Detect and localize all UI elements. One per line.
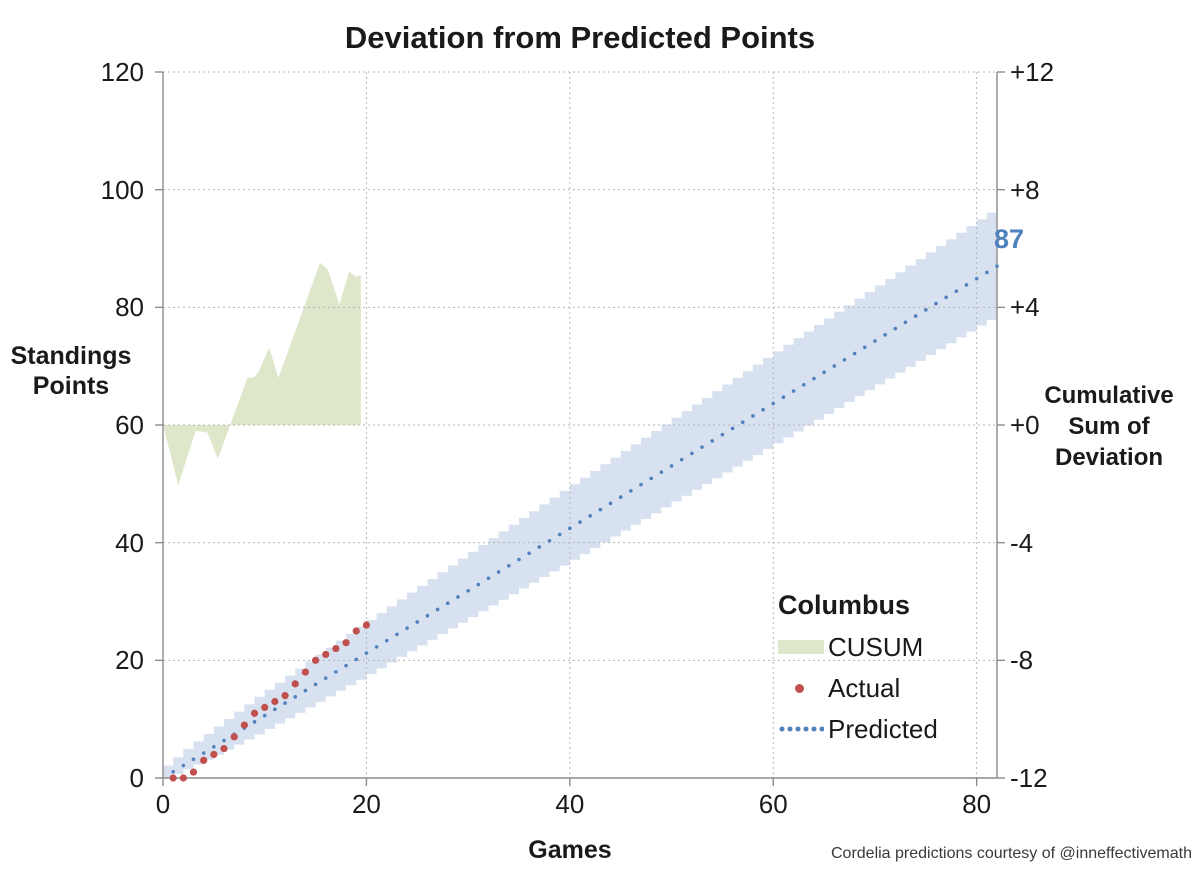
x-tick-label-40: 40 (555, 789, 585, 819)
predicted-dotted-line-swatch-icon (778, 726, 828, 732)
y-left-tick-label-100: 100 (100, 174, 144, 205)
credit-text: Cordelia predictions courtesy of @inneff… (830, 845, 1192, 862)
y-right-tick-label-+8: +8 (1010, 174, 1040, 205)
y-right-tick-label-+0: +0 (1010, 410, 1040, 440)
x-tick-label-0: 0 (155, 789, 171, 819)
y-right-tick-label--8: -8 (1010, 645, 1034, 676)
legend-item-predicted-label: Predicted (828, 713, 938, 744)
gridlines (163, 71, 997, 778)
chart-title: Deviation from Predicted Points (344, 20, 816, 55)
y-right-tick-label-+12: +12 (1010, 57, 1055, 87)
predicted-end-value-label: 87 (994, 224, 1025, 254)
legend-item-actual-label: Actual (828, 672, 901, 703)
y-left-tick-label-60: 60 (115, 410, 144, 440)
y-left-axis-title-line2: Points (32, 372, 110, 400)
legend-item-cusum-label: CUSUM (828, 631, 924, 662)
y-right-axis-title-line3: Deviation (1054, 444, 1164, 471)
legend-title: Columbus (778, 590, 910, 620)
y-left-tick-label-80: 80 (115, 292, 144, 323)
y-left-tick-label-0: 0 (129, 763, 144, 793)
y-right-tick-label-+4: +4 (1010, 292, 1040, 323)
x-tick-label-20: 20 (351, 789, 381, 819)
y-right-axis-title: Cumulative Sum of Deviation (1036, 380, 1182, 473)
y-right-tick-label--12: -12 (1010, 763, 1048, 793)
x-tick-label-80: 80 (962, 789, 992, 819)
y-left-axis-title-line1: Standings (10, 342, 132, 370)
y-left-axis-title: Standings Points (0, 341, 142, 401)
y-left-tick-label-40: 40 (115, 527, 144, 558)
prediction-band-area (163, 212, 997, 778)
cusum-area (163, 262, 361, 486)
y-right-tick-label--4: -4 (1010, 527, 1034, 558)
actual-point-swatch-icon (778, 683, 828, 693)
x-tick-label-60: 60 (758, 789, 788, 819)
y-right-axis-title-line2: Sum of (1068, 413, 1150, 440)
y-right-axis-title-line1: Cumulative (1044, 382, 1174, 409)
axis-lines (155, 71, 1005, 786)
legend-item-actual: Actual (778, 673, 938, 703)
legend: Columbus CUSUM Actual Predicted (778, 590, 938, 755)
legend-item-predicted: Predicted (778, 714, 938, 744)
x-axis-title: Games (528, 836, 612, 864)
y-left-tick-label-120: 120 (100, 57, 144, 87)
legend-item-cusum: CUSUM (778, 632, 938, 662)
y-left-tick-label-20: 20 (115, 645, 144, 676)
cusum-area-swatch-icon (778, 640, 828, 654)
actual-points (169, 621, 371, 782)
